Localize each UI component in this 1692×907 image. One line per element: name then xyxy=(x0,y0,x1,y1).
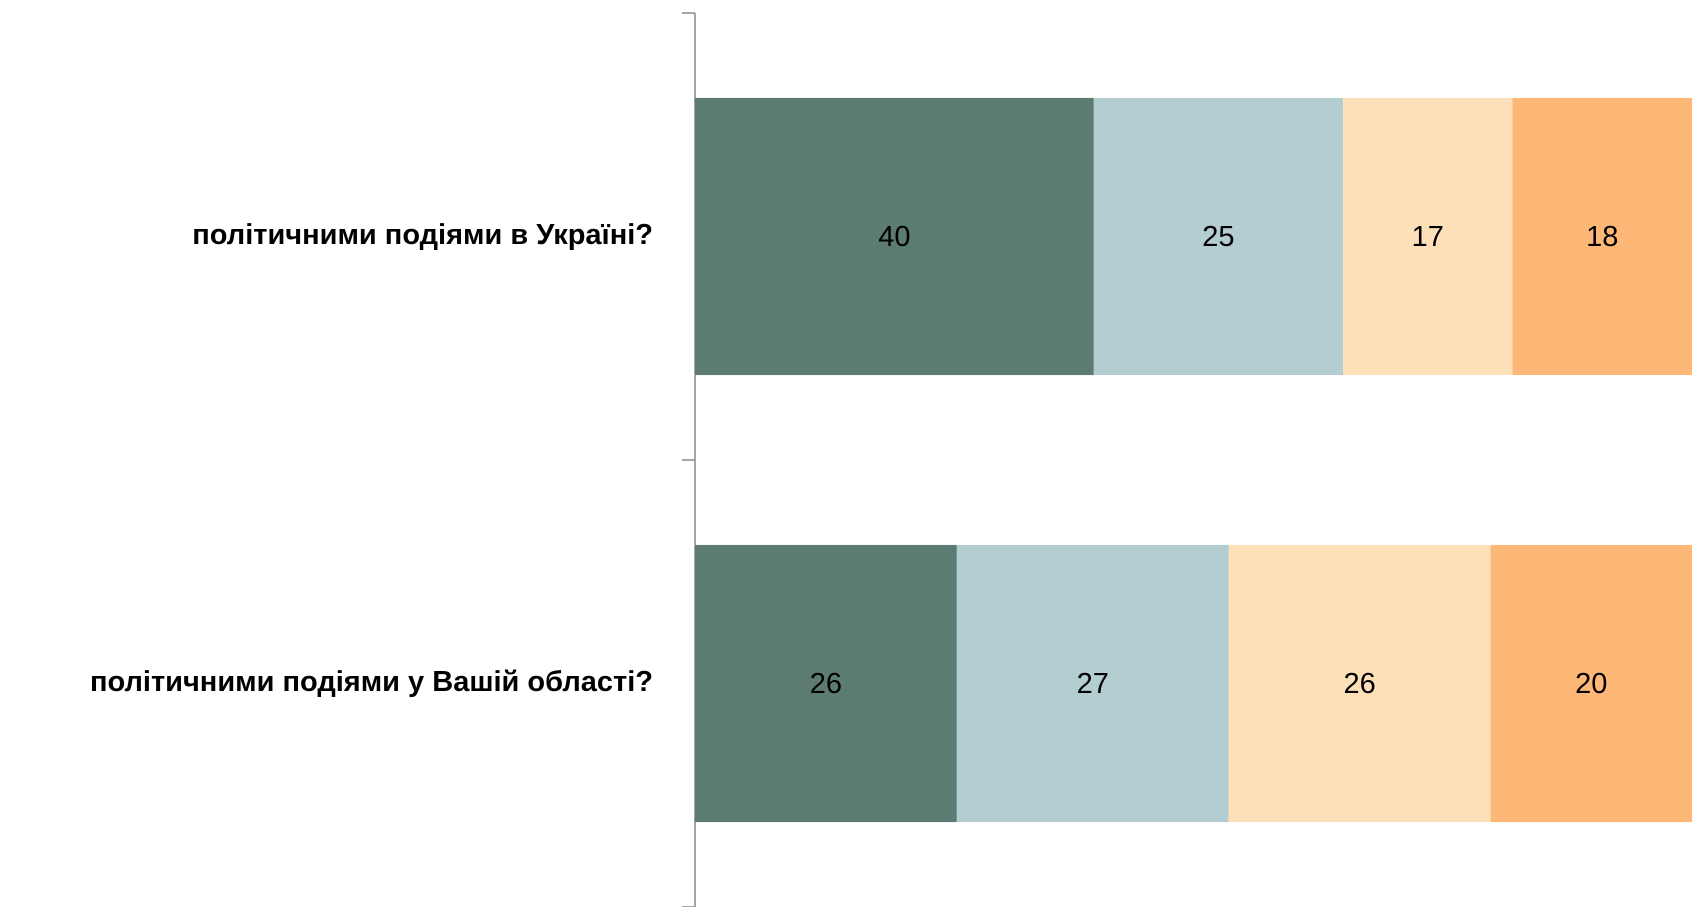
value-label: 26 xyxy=(1344,668,1376,700)
value-label: 27 xyxy=(1077,668,1109,700)
category-label: політичними подіями у Вашій області? xyxy=(90,666,653,698)
bar-segment xyxy=(956,544,1229,823)
value-label: 40 xyxy=(878,221,910,253)
bar-segment xyxy=(695,544,957,823)
bar-segment xyxy=(1512,97,1692,376)
value-label: 25 xyxy=(1202,221,1234,253)
bar-segment xyxy=(1093,97,1344,376)
value-label: 26 xyxy=(810,668,842,700)
value-label: 18 xyxy=(1586,221,1618,253)
bar-segment xyxy=(1228,544,1491,823)
bar-segment xyxy=(695,97,1094,376)
value-label: 17 xyxy=(1412,221,1444,253)
bar-segment xyxy=(1343,97,1513,376)
bar-segment xyxy=(1490,544,1692,823)
category-label: політичними подіями в Україні? xyxy=(192,219,653,251)
value-label: 20 xyxy=(1575,668,1607,700)
